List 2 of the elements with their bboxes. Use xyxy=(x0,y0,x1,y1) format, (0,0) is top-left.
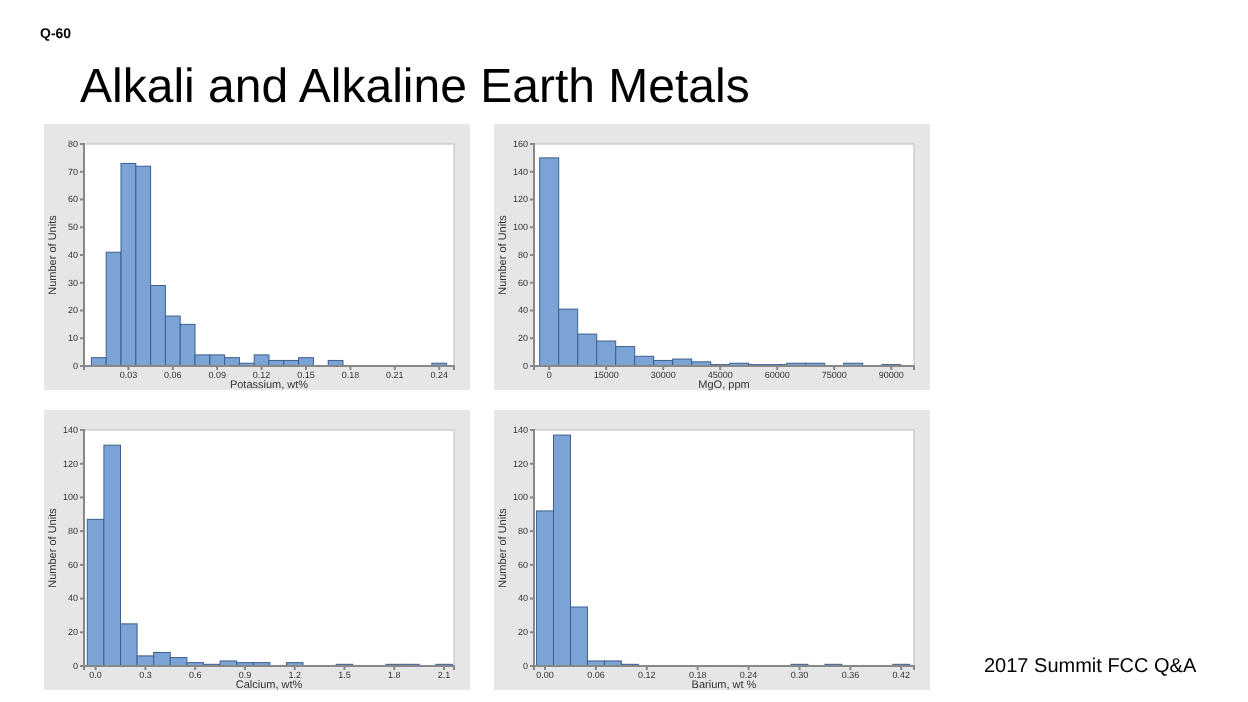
text: 2017 Summit FCC Q&A xyxy=(984,656,1197,678)
chart-title: Alkali and Alkaline Earth Metals xyxy=(80,60,750,114)
